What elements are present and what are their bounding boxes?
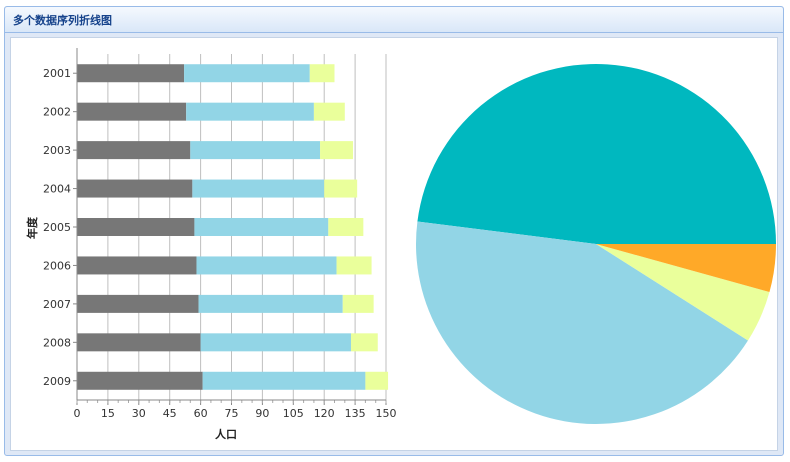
y-category-label: 2007: [43, 298, 71, 311]
bar-segment-series-1[interactable]: [77, 102, 187, 121]
y-axis-title: 年度: [25, 216, 39, 239]
y-category-label: 2004: [43, 183, 71, 196]
bar-segment-series-1[interactable]: [77, 256, 197, 275]
y-category-label: 2002: [43, 106, 71, 119]
pie-slice-2[interactable]: [416, 221, 748, 425]
x-tick-label: 60: [194, 407, 208, 420]
y-category-label: 2009: [43, 375, 71, 388]
bar-segment-series-3[interactable]: [342, 294, 374, 313]
y-category-label: 2005: [43, 221, 71, 234]
x-tick-label: 15: [101, 407, 115, 420]
bar-segment-series-1[interactable]: [77, 141, 191, 160]
chart-panel: 多个数据序列折线图 0 15 30 45 60 75 90 105 120 135 150 2001 2…: [4, 6, 784, 456]
bar-segment-series-3[interactable]: [328, 218, 364, 236]
x-tick-label: 120: [314, 407, 335, 420]
panel-body: 0 15 30 45 60 75 90 105 120 135 150 2001 2002 2003 200…: [10, 37, 778, 451]
bar-segment-series-3[interactable]: [320, 141, 354, 160]
bar-segment-series-2[interactable]: [198, 294, 343, 313]
y-category-label: 2003: [43, 144, 71, 157]
x-tick-label: 135: [345, 407, 366, 420]
bar-segment-series-2[interactable]: [184, 64, 310, 83]
bar-segment-series-2[interactable]: [200, 333, 351, 352]
bar-segment-series-2[interactable]: [192, 179, 325, 198]
x-axis-title: 人口: [215, 427, 237, 441]
bar-segment-series-3[interactable]: [309, 64, 335, 83]
x-tick-label: 90: [255, 407, 269, 420]
bar-segment-series-3[interactable]: [336, 256, 372, 275]
x-tick-label: 150: [376, 407, 397, 420]
bar-segment-series-3[interactable]: [365, 371, 389, 390]
y-category-label: 2008: [43, 336, 71, 349]
panel-title: 多个数据序列折线图: [13, 14, 112, 27]
bar-segment-series-1[interactable]: [77, 218, 195, 236]
bar-segment-series-2[interactable]: [190, 141, 321, 160]
x-tick-label: 75: [225, 407, 239, 420]
bar-segment-series-3[interactable]: [324, 179, 358, 198]
bar-segment-series-2[interactable]: [202, 371, 366, 390]
pie-slice-3[interactable]: [596, 244, 770, 341]
bar-chart-axes: 0 15 30 45 60 75 90 105 120 135 150 2001 2002 2003 200…: [43, 48, 397, 420]
bar-segment-series-3[interactable]: [350, 333, 378, 352]
pie-slice-1[interactable]: [417, 63, 776, 245]
bar-segment-series-1[interactable]: [77, 179, 193, 198]
x-tick-label: 105: [283, 407, 304, 420]
y-category-label: 2006: [43, 259, 71, 272]
bar-segment-series-1[interactable]: [77, 64, 185, 83]
x-tick-label: 30: [132, 407, 146, 420]
bar-segment-series-3[interactable]: [313, 102, 345, 121]
bar-chart-marks: [77, 64, 389, 390]
pie-slice-4[interactable]: [596, 244, 776, 293]
y-category-label: 2001: [43, 67, 71, 80]
bar-segment-series-1[interactable]: [77, 333, 201, 352]
x-tick-label: 45: [163, 407, 177, 420]
pie-chart: [416, 63, 776, 425]
chart-canvas: 0 15 30 45 60 75 90 105 120 135 150 2001 2002 2003 200…: [25, 48, 776, 441]
bar-segment-series-2[interactable]: [196, 256, 337, 275]
bar-segment-series-2[interactable]: [194, 218, 329, 236]
bar-segment-series-1[interactable]: [77, 371, 203, 390]
bar-segment-series-1[interactable]: [77, 294, 199, 313]
panel-header: 多个数据序列折线图: [5, 7, 783, 33]
x-tick-label: 0: [74, 407, 81, 420]
bar-segment-series-2[interactable]: [186, 102, 314, 121]
